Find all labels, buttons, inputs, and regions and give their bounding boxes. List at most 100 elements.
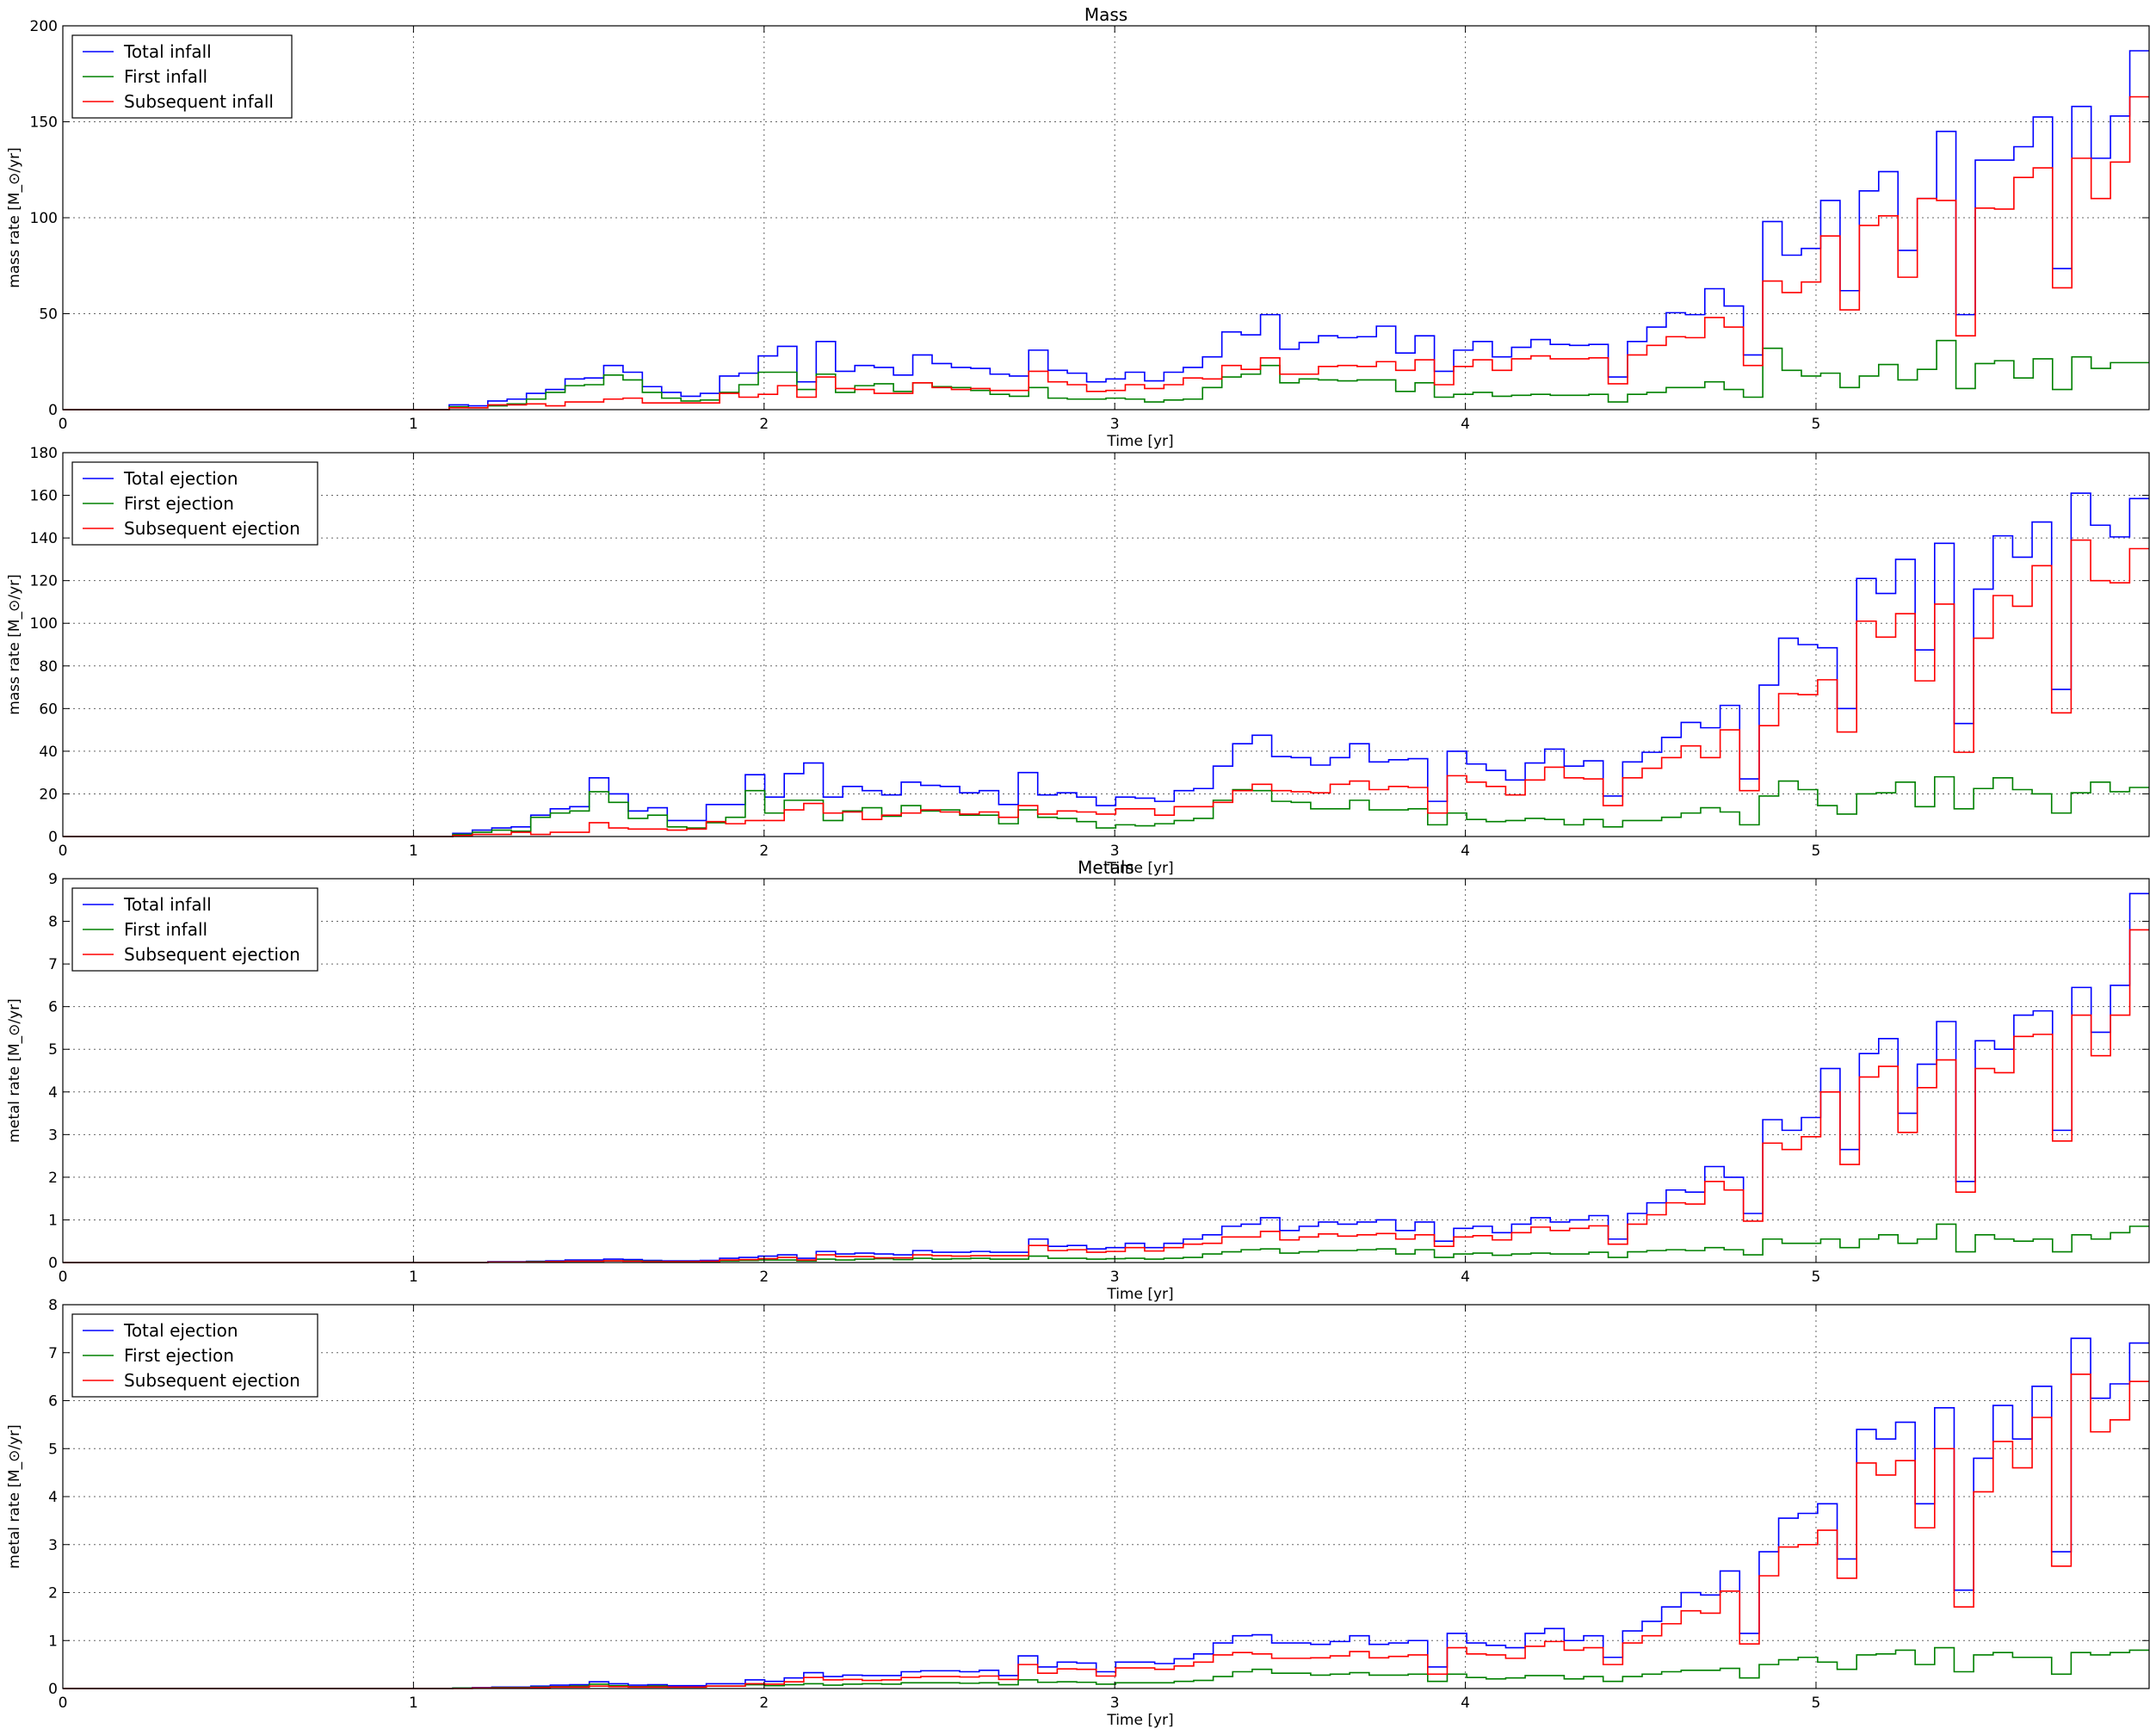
x-tick-label: 0	[59, 1269, 68, 1286]
y-axis-label: metal rate [M_⊙/yr]	[6, 1424, 23, 1569]
x-tick-label: 2	[759, 1269, 769, 1286]
y-tick-label: 8	[48, 1297, 58, 1314]
y-tick-label: 20	[39, 786, 58, 803]
y-tick-label: 100	[30, 615, 58, 633]
y-tick-label: 160	[30, 488, 58, 505]
x-tick-label: 0	[59, 843, 68, 860]
y-tick-label: 2	[48, 1585, 58, 1602]
y-tick-label: 3	[48, 1537, 58, 1554]
x-tick-label: 1	[409, 416, 418, 433]
x-axis-label: Time [yr]	[1106, 1712, 1173, 1729]
chart-panel-3: 0 1 2 3 4 5 0 1 2 3 4 5 6 7 8 9 Time [yr] metal rate [M_⊙…	[6, 857, 2150, 1303]
x-tick-label: 4	[1461, 416, 1470, 433]
legend-label-2: First infall	[124, 919, 207, 940]
y-tick-label: 200	[30, 18, 58, 35]
x-tick-label: 2	[759, 1695, 769, 1712]
series-line-1	[63, 50, 2149, 411]
x-tick-label: 5	[1812, 1269, 1821, 1286]
chart-panel-4: 0 1 2 3 4 5 0 1 2 3 4 5 6 7 8 Time [yr] metal rate [M_⊙/…	[6, 1297, 2150, 1729]
legend: Total infall First infall Subsequent infal…	[71, 34, 293, 119]
legend-label-1: Total ejection	[123, 1320, 238, 1341]
y-axis-label: mass rate [M_⊙/yr]	[6, 147, 23, 287]
x-tick-label: 3	[1110, 1695, 1120, 1712]
x-tick-label: 0	[59, 416, 68, 433]
y-tick-label: 1	[48, 1212, 58, 1229]
x-tick-label: 3	[1110, 843, 1120, 860]
y-tick-label: 120	[30, 573, 58, 590]
y-axis-label: mass rate [M_⊙/yr]	[6, 574, 23, 714]
series-line-3	[63, 96, 2149, 411]
y-tick-label: 9	[48, 871, 58, 888]
y-tick-label: 0	[48, 1681, 58, 1698]
x-tick-label: 4	[1461, 843, 1470, 860]
x-tick-label: 3	[1110, 1269, 1120, 1286]
legend-label-2: First ejection	[124, 493, 234, 514]
chart-panel-2: 0 1 2 3 4 5 0 20 40 60 80 100 120 140 160 180 Time [yr] m…	[6, 445, 2150, 877]
y-tick-label: 180	[30, 445, 58, 462]
legend-label-1: Total ejection	[123, 468, 238, 489]
x-tick-label: 0	[59, 1695, 68, 1712]
y-tick-label: 4	[48, 1489, 58, 1506]
gridlines	[63, 1305, 2149, 1689]
x-axis-label: Time [yr]	[1106, 860, 1173, 877]
legend-label-2: First ejection	[124, 1345, 234, 1366]
y-tick-label: 4	[48, 1084, 58, 1102]
x-tick-label: 1	[409, 843, 418, 860]
y-tick-label: 0	[48, 402, 58, 419]
y-tick-label: 140	[30, 530, 58, 547]
series-line-1	[63, 492, 2149, 837]
x-tick-label: 3	[1110, 416, 1120, 433]
plot-area	[63, 879, 2149, 1263]
gridlines	[63, 879, 2149, 1263]
x-tick-label: 1	[409, 1695, 418, 1712]
gridlines	[63, 26, 2149, 410]
y-tick-label: 40	[39, 744, 58, 761]
x-tick-label: 5	[1812, 1695, 1821, 1712]
legend-label-3: Subsequent ejection	[124, 944, 300, 965]
x-tick-label: 1	[409, 1269, 418, 1286]
legend-label-1: Total infall	[123, 894, 212, 915]
plot-area	[63, 453, 2149, 837]
x-axis-label: Time [yr]	[1106, 433, 1173, 450]
axes-frame	[62, 878, 2150, 1263]
x-axis-label: Time [yr]	[1106, 1286, 1173, 1303]
y-tick-label: 50	[39, 306, 58, 324]
y-tick-label: 6	[48, 1393, 58, 1411]
legend-label-2: First infall	[124, 66, 207, 87]
y-tick-label: 80	[39, 658, 58, 676]
legend-label-3: Subsequent ejection	[124, 518, 300, 539]
x-tick-label: 5	[1812, 843, 1821, 860]
y-tick-label: 7	[48, 956, 58, 973]
chart-title: Mass	[1084, 4, 1127, 25]
x-tick-label: 2	[759, 416, 769, 433]
legend: Total ejection First ejection Subsequent e…	[71, 1313, 318, 1398]
x-tick-label: 5	[1812, 416, 1821, 433]
legend: Total ejection First ejection Subsequent e…	[71, 461, 318, 546]
y-tick-label: 2	[48, 1170, 58, 1187]
series-line-3	[63, 929, 2149, 1263]
y-tick-label: 6	[48, 999, 58, 1016]
legend-label-3: Subsequent infall	[124, 91, 274, 112]
series-line-2	[63, 339, 2149, 411]
y-tick-label: 100	[30, 210, 58, 227]
series-line-3	[63, 1374, 2149, 1689]
chart-title: Metals	[1078, 857, 1134, 878]
legend-label-3: Subsequent ejection	[124, 1370, 300, 1391]
x-tick-label: 4	[1461, 1269, 1470, 1286]
y-tick-label: 1	[48, 1633, 58, 1650]
y-tick-label: 7	[48, 1345, 58, 1362]
series-line-3	[63, 539, 2149, 837]
y-tick-label: 8	[48, 914, 58, 931]
axes-frame	[62, 452, 2150, 837]
y-tick-label: 0	[48, 829, 58, 846]
y-tick-label: 5	[48, 1441, 58, 1458]
x-tick-label: 4	[1461, 1695, 1470, 1712]
gridlines	[63, 453, 2149, 837]
legend: Total infall First infall Subsequent eject…	[71, 887, 318, 972]
x-tick-label: 2	[759, 843, 769, 860]
y-tick-label: 0	[48, 1255, 58, 1272]
y-tick-label: 150	[30, 114, 58, 132]
y-axis-label: metal rate [M_⊙/yr]	[6, 998, 23, 1143]
